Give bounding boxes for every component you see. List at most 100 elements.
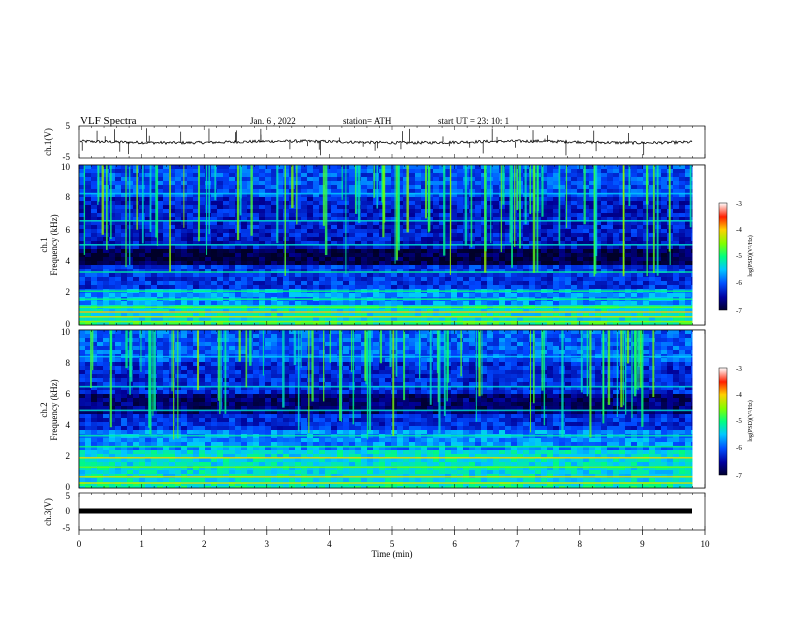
- spectrogram-cell: [265, 189, 271, 193]
- spectrogram-cell: [637, 273, 643, 277]
- spectrogram-cell: [115, 281, 121, 285]
- spectrogram-cell: [415, 277, 421, 281]
- spectrogram-cell: [199, 265, 205, 269]
- spectrogram-cell: [181, 261, 187, 265]
- spectrogram-cell: [559, 281, 565, 285]
- spectrogram-cell: [121, 426, 127, 430]
- spectrogram-cell: [631, 273, 637, 277]
- spectrogram-cell: [205, 209, 211, 213]
- spectrogram-cell: [121, 438, 127, 442]
- spectrogram-cell: [415, 189, 421, 193]
- spectrogram-cell: [421, 301, 427, 305]
- spectrogram-cell: [85, 301, 91, 305]
- spectrogram-cell: [133, 177, 139, 181]
- spectrogram-cell: [685, 233, 691, 237]
- spectrogram-cell: [583, 229, 589, 233]
- spectrogram-cell: [661, 189, 667, 193]
- spectrogram-cell: [649, 273, 655, 277]
- spectrogram-cell: [577, 189, 583, 193]
- spectrogram-sferic: [471, 165, 473, 247]
- spectrogram-cell: [121, 406, 127, 410]
- spectrogram-cell: [637, 285, 643, 289]
- spectrogram-cell: [661, 209, 667, 213]
- spectrogram-cell: [607, 233, 613, 237]
- spectrogram-cell: [433, 185, 439, 189]
- spectrogram-cell: [259, 197, 265, 201]
- spectrogram-cell: [91, 177, 97, 181]
- spectrogram-sferic: [169, 165, 171, 272]
- spectrogram-cell: [115, 418, 121, 422]
- spectrogram-cell: [379, 249, 385, 253]
- spectrogram-cell: [343, 281, 349, 285]
- spectrogram-cell: [253, 173, 259, 177]
- spectrogram-cell: [79, 366, 85, 370]
- spectrogram-cell: [685, 273, 691, 277]
- spectrogram-cell: [151, 261, 157, 265]
- spectrogram-cell: [289, 265, 295, 269]
- spectrogram-cell: [613, 181, 619, 185]
- spectrogram-cell: [367, 173, 373, 177]
- spectrogram-cell: [379, 253, 385, 257]
- spectrogram-cell: [673, 165, 679, 169]
- spectrogram-cell: [457, 293, 463, 297]
- spectrogram-cell: [301, 249, 307, 253]
- spectrogram-cell: [361, 165, 367, 169]
- spectrogram-cell: [283, 201, 289, 205]
- spectrogram-cell: [619, 301, 625, 305]
- spectrogram-cell: [133, 478, 139, 482]
- spectrogram-cell: [319, 293, 325, 297]
- spectrogram-cell: [475, 197, 481, 201]
- spectrogram-cell: [409, 233, 415, 237]
- spectrogram-cell: [643, 281, 649, 285]
- spectrogram-cell: [511, 285, 517, 289]
- spectrogram-cell: [253, 237, 259, 241]
- spectrogram-cell: [457, 277, 463, 281]
- spectrogram-sferic: [529, 165, 531, 214]
- spectrogram-cell: [97, 257, 103, 261]
- spectrogram-cell: [475, 205, 481, 209]
- spectrogram-cell: [637, 229, 643, 233]
- spectrogram-cell: [103, 253, 109, 257]
- spectrogram-cell: [259, 173, 265, 177]
- spectrogram-cell: [175, 173, 181, 177]
- spectrogram-cell: [667, 265, 673, 269]
- spectrogram-cell: [307, 265, 313, 269]
- spectrogram-cell: [271, 257, 277, 261]
- spectrogram-cell: [181, 265, 187, 269]
- spectrogram-cell: [601, 265, 607, 269]
- spectrogram-cell: [205, 233, 211, 237]
- spectrogram-cell: [307, 237, 313, 241]
- spectrogram-cell: [85, 237, 91, 241]
- spectrogram-cell: [433, 265, 439, 269]
- spectrogram-cell: [199, 249, 205, 253]
- spectrogram-cell: [217, 181, 223, 185]
- spectrogram-cell: [547, 249, 553, 253]
- spectrogram-cell: [301, 201, 307, 205]
- spectrogram-cell: [637, 165, 643, 169]
- spectrogram-cell: [685, 265, 691, 269]
- spectrogram-cell: [607, 197, 613, 201]
- spectrogram-cell: [553, 253, 559, 257]
- spectrogram-cell: [391, 273, 397, 277]
- spectrogram-cell: [163, 470, 169, 474]
- spectrogram-cell: [115, 293, 121, 297]
- spectrogram-sferic: [406, 165, 408, 232]
- spectrogram-cell: [421, 265, 427, 269]
- spectrogram-cell: [343, 277, 349, 281]
- spectrogram-cell: [283, 253, 289, 257]
- spectrogram-cell: [361, 177, 367, 181]
- spectrogram-cell: [151, 285, 157, 289]
- spectrogram-cell: [631, 301, 637, 305]
- spectrogram-cell: [385, 273, 391, 277]
- spectrogram-cell: [313, 285, 319, 289]
- spectrogram-cell: [265, 185, 271, 189]
- spectrogram-cell: [367, 225, 373, 229]
- spectrogram-cell: [679, 213, 685, 217]
- ch1-spectrogram-panel: 10 8 6 4 2 0 ch.1 Frequency (kHz): [39, 162, 705, 329]
- spectrogram-cell: [163, 418, 169, 422]
- spectrogram-cell: [577, 225, 583, 229]
- spectrogram-cell: [157, 346, 163, 350]
- spectrogram-cell: [205, 281, 211, 285]
- spectrogram-cell: [505, 273, 511, 277]
- spectrogram-cell: [565, 237, 571, 241]
